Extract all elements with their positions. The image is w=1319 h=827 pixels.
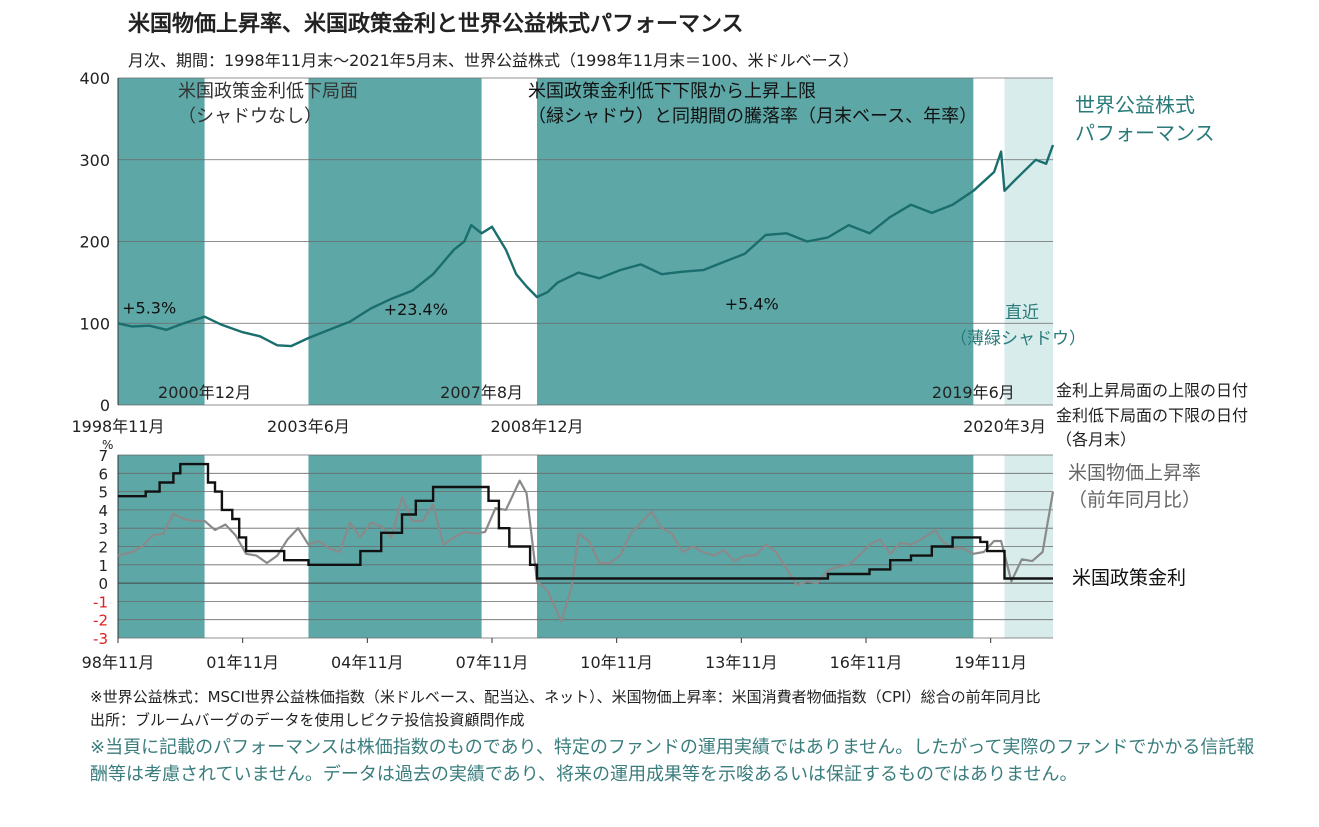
policy-rate-line [118,462,1053,580]
bottom-y-tick-label: -2 [93,612,108,630]
bottom-x-tick-label: 16年11月 [830,653,903,672]
top-y-tick-label: 400 [79,69,110,88]
top-y-tick-label: 100 [79,314,110,333]
bottom-y-tick-label: 5 [98,484,108,502]
period-return-label: +5.4% [725,294,779,313]
top-y-tick-label: 200 [79,233,110,252]
equity-series-label-2: パフォーマンス [1075,121,1215,145]
boundary-date-label: 2019年6月 [932,383,1015,402]
source-note-index: ※世界公益株式：MSCI世界公益株価指数（米ドルベース、配当込、ネット）、米国物… [90,688,1041,706]
boundary-date-label: 2003年6月 [267,417,350,436]
bottom-x-tick-label: 13年11月 [705,653,778,672]
chart-title: 米国物価上昇率、米国政策金利と世界公益株式パフォーマンス [128,12,744,37]
annotation-low-period-note: （シャドウなし） [178,106,322,127]
annotation-recent: 直近 [1005,303,1039,323]
bottom-y-tick-label: 3 [98,520,108,538]
boundary-date-label: 1998年11月 [71,417,164,436]
bottom-y-tick-label: 2 [98,539,108,557]
bottom-y-tick-label: 1 [98,557,108,575]
equity-series-label: 世界公益株式 [1075,93,1195,117]
date-note-peak: 金利上昇局面の上限の日付 [1056,381,1248,400]
bottom-x-tick-label: 98年11月 [82,653,155,672]
chart-subtitle: 月次、期間：1998年11月末～2021年5月末、世界公益株式（1998年11月… [128,51,859,70]
date-note-trough: 金利低下局面の下限の日付 [1056,406,1248,425]
period-return-label: +23.4% [384,300,448,319]
inflation-series-label: 米国物価上昇率 [1068,462,1201,484]
bottom-x-tick-label: 10年11月 [580,653,653,672]
bottom-x-tick-label: 07年11月 [456,653,529,672]
inflation-line [117,479,1055,623]
annotation-green-period: 米国政策金利低下下限から上昇上限 [528,81,816,102]
disclaimer-text: ※当頁に記載のパフォーマンスは株価指数のものであり、特定のファンドの運用実績では… [90,737,1255,785]
equity-performance-line [117,144,1055,348]
top-y-tick-label: 0 [100,396,110,415]
boundary-date-label: 2007年8月 [440,383,523,402]
date-note-month-end: （各月末） [1056,430,1136,449]
annotation-recent-note: （薄緑シャドウ） [950,329,1086,349]
policy-series-label: 米国政策金利 [1072,567,1186,589]
bottom-x-tick-label: 04年11月 [331,653,404,672]
annotation-green-period-note: （緑シャドウ）と同期間の騰落率（月末ベース、年率） [528,106,977,127]
bottom-y-tick-label: -1 [93,593,108,611]
top-y-tick-label: 300 [79,151,110,170]
inflation-series-label-note: （前年同月比） [1068,489,1201,511]
bottom-x-tick-label: 19年11月 [954,653,1027,672]
bottom-y-tick-label: 0 [98,575,108,593]
bottom-y-tick-label: -3 [93,630,108,648]
bottom-y-tick-label: 7 [98,447,108,465]
bottom-y-tick-label: 6 [98,465,108,483]
bottom-x-tick-label: 01年11月 [206,653,279,672]
bottom-y-tick-label: 4 [98,502,108,520]
period-return-label: +5.3% [122,298,176,317]
source-note-origin: 出所：ブルームバーグのデータを使用しピクテ投信投資顧問作成 [90,711,525,729]
boundary-date-label: 2000年12月 [158,383,251,402]
bottom-y-unit: % [102,438,113,452]
boundary-date-label: 2020年3月 [963,417,1046,436]
boundary-date-label: 2008年12月 [490,417,583,436]
annotation-low-period: 米国政策金利低下局面 [178,81,358,102]
